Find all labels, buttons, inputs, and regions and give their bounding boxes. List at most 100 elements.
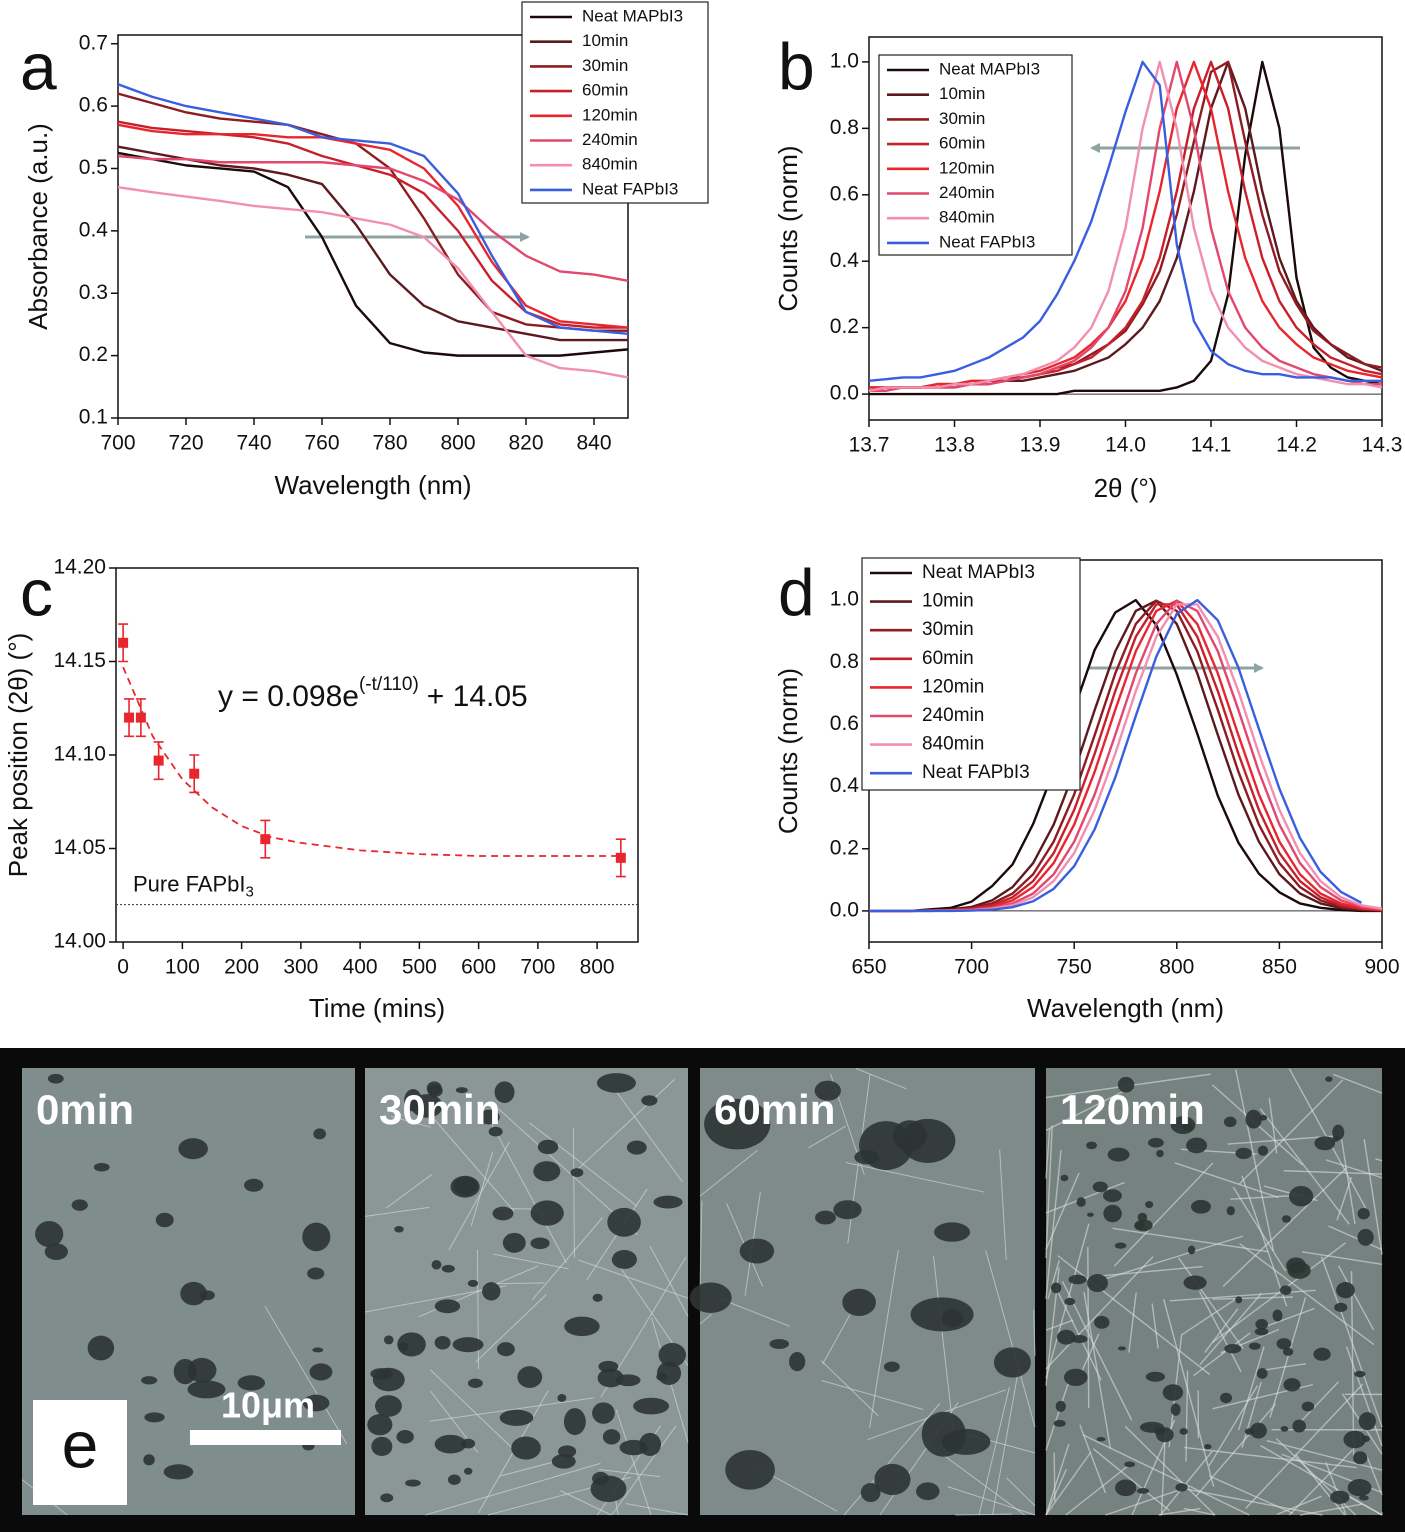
sem-crystal: [1348, 1496, 1383, 1516]
scale-bar-label: 10μm: [221, 1385, 315, 1426]
sem-crystal: [1193, 1332, 1251, 1377]
sem-void: [1147, 1137, 1164, 1148]
legend-label: 30min: [582, 56, 628, 75]
legend-box: [861, 557, 1081, 791]
sem-void: [144, 1412, 165, 1423]
legend-label: 10min: [922, 591, 974, 612]
x-tick-label: 13.9: [1020, 434, 1061, 457]
sem-void: [463, 1467, 473, 1475]
sem-void: [467, 1378, 483, 1388]
sem-void: [1347, 1479, 1372, 1497]
sem-void: [1361, 1435, 1370, 1443]
sem-void: [1292, 1419, 1306, 1433]
sem-void: [769, 1338, 789, 1349]
sem-crystal: [808, 1125, 847, 1149]
sem-void: [1256, 1368, 1268, 1379]
sem-crystal: [615, 1409, 652, 1516]
sem-crystal: [1184, 1446, 1357, 1469]
series-line: [117, 83, 629, 335]
sem-void: [815, 1210, 836, 1225]
sem-void: [1050, 1282, 1062, 1294]
x-axis-title: Time (mins): [309, 993, 445, 1023]
sem-crystal: [419, 1102, 515, 1212]
sem-void: [653, 1195, 683, 1209]
sem-void: [452, 1337, 484, 1353]
sem-void: [1186, 1137, 1208, 1154]
sem-void: [551, 1454, 576, 1469]
sem-void: [155, 1212, 174, 1228]
sem-void: [302, 1222, 331, 1252]
sem-void: [396, 1430, 414, 1444]
y-tick-label: 0.6: [830, 712, 859, 735]
sem-crystal: [598, 1468, 661, 1478]
panel-label-box: [33, 1400, 127, 1505]
sem-void: [307, 1267, 325, 1280]
sem-crystal: [475, 1294, 547, 1363]
legend-label: 60min: [939, 134, 985, 153]
sem-void: [916, 1482, 940, 1501]
sem-crystal: [1260, 1363, 1307, 1372]
sem-void: [626, 1140, 647, 1155]
sem-void: [814, 1080, 841, 1101]
sem-void: [488, 1126, 503, 1137]
sem-void: [1117, 1346, 1126, 1351]
sem-void: [1145, 1371, 1165, 1382]
sem-crystal: [1169, 1289, 1316, 1302]
sem-crystal: [1047, 1260, 1060, 1300]
sem-void: [641, 1095, 658, 1106]
sem-crystal: [425, 1462, 601, 1516]
sem-void: [1281, 1215, 1291, 1223]
x-tick-label: 200: [224, 956, 259, 979]
y-tick-label: 0.2: [830, 836, 859, 859]
sem-frame-label: 30min: [379, 1086, 500, 1133]
sem-crystal: [1208, 1475, 1294, 1515]
sem-crystal: [1269, 1297, 1307, 1419]
x-tick-label: 700: [954, 956, 989, 979]
sem-void: [1179, 1428, 1188, 1435]
sem-void: [1330, 1490, 1350, 1504]
sem-crystal: [869, 1249, 899, 1429]
sem-void: [141, 1376, 158, 1385]
x-tick-label: 14.0: [1105, 434, 1146, 457]
sem-crystal: [532, 1217, 603, 1300]
sem-void: [598, 1360, 619, 1373]
sem-void: [455, 1087, 468, 1094]
sem-void: [1223, 1116, 1237, 1128]
sem-crystal: [529, 1122, 638, 1207]
sem-crystal: [1045, 1443, 1070, 1516]
y-tick-label: 14.05: [53, 836, 106, 859]
sem-void: [404, 1089, 422, 1112]
sem-crystal: [1259, 1108, 1350, 1225]
sem-void: [658, 1342, 686, 1367]
sem-void: [993, 1347, 1031, 1378]
sem-crystal: [1237, 1346, 1265, 1431]
series-line: [869, 598, 1363, 913]
x-tick-label: 820: [508, 432, 543, 455]
data-point: [124, 712, 135, 723]
sem-crystal: [699, 1314, 712, 1325]
sem-crystal: [947, 1486, 1036, 1516]
sem-void: [563, 1408, 586, 1436]
sem-void: [309, 1363, 333, 1381]
sem-void: [1156, 1149, 1164, 1158]
legend-label: 840min: [582, 155, 638, 174]
sem-crystal: [448, 1142, 510, 1251]
sem-frame-label: 0min: [36, 1086, 134, 1133]
scale-bar: [190, 1430, 341, 1445]
sem-crystal: [264, 1305, 348, 1445]
sem-void: [900, 1118, 956, 1163]
sem-crystal: [607, 1079, 683, 1183]
legend-label: 240min: [582, 130, 638, 149]
sem-void: [371, 1436, 393, 1457]
sem-crystal: [1053, 1452, 1056, 1502]
sem-crystal: [1105, 1486, 1190, 1516]
sem-crystal: [992, 1366, 1020, 1516]
x-tick-label: 800: [440, 432, 475, 455]
data-point: [118, 637, 129, 648]
sem-void: [375, 1395, 402, 1417]
sem-void: [482, 1282, 501, 1301]
series-line: [868, 60, 1383, 392]
data-point: [135, 712, 146, 723]
sem-void: [1257, 1145, 1269, 1156]
